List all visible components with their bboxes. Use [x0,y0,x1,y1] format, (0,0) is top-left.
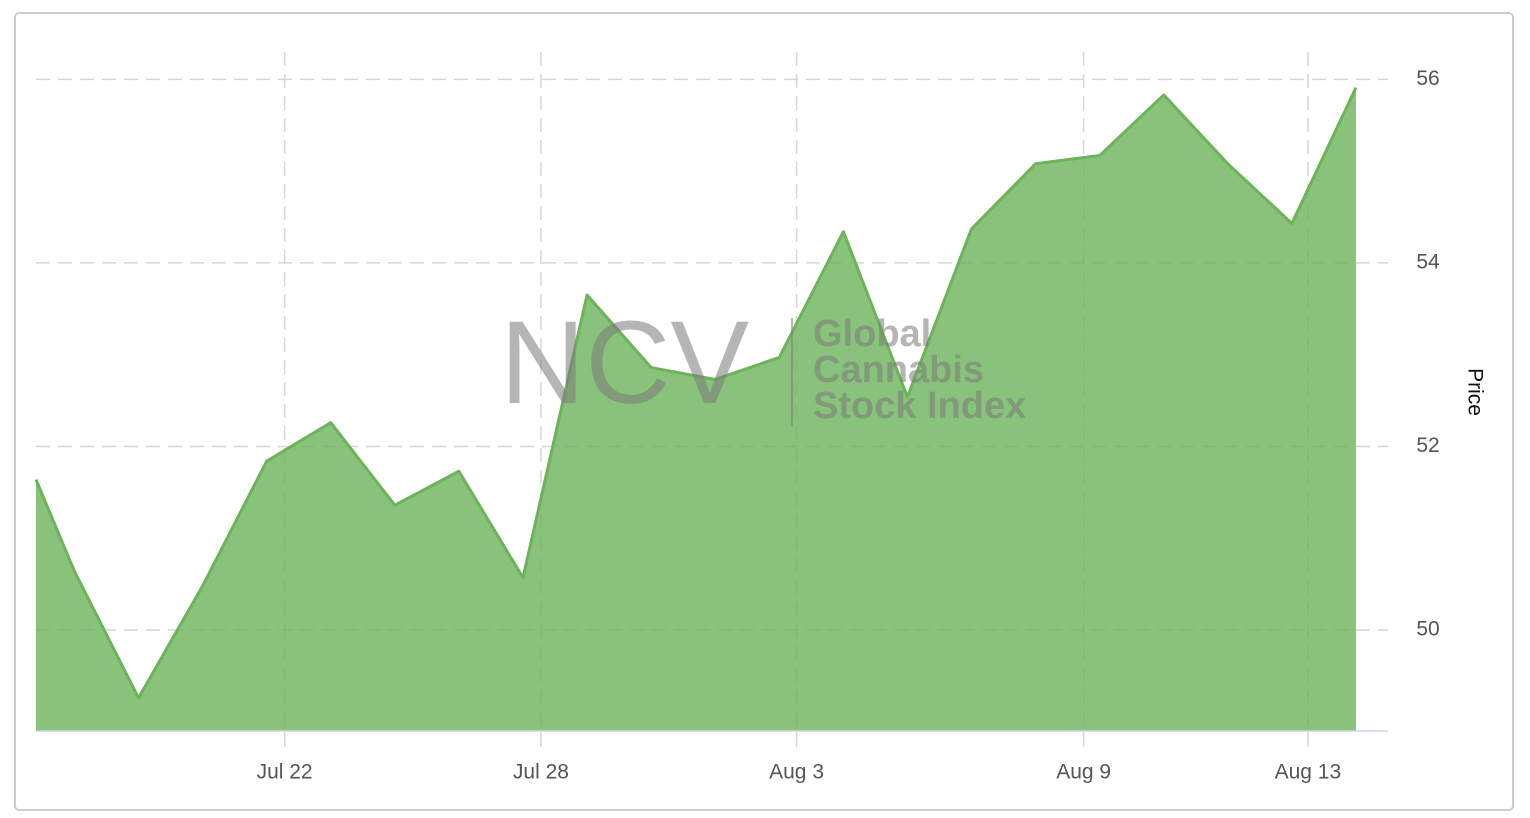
y-axis-label: Price [1463,368,1486,416]
watermark-line: Cannabis [813,349,984,391]
y-tick-label: 50 [1416,618,1439,641]
x-tick-label: Aug 13 [1275,761,1342,784]
watermark-line: Global [813,313,931,355]
area [36,87,1356,731]
x-tick-label: Jul 28 [513,761,569,784]
y-tick-label: 56 [1416,67,1439,90]
x-tick-label: Jul 22 [257,761,313,784]
watermark-line: Stock Index [813,385,1026,427]
plot [34,86,1358,731]
line [34,86,1358,700]
watermark-logo: NCV [500,297,749,429]
watermark: NCV Global Cannabis Stock Index [500,297,1026,429]
y-tick-label: 54 [1416,250,1440,273]
x-tick-label: Aug 9 [1056,761,1111,784]
x-tick-label: Aug 3 [769,761,824,784]
y-tick-label: 52 [1416,434,1439,457]
